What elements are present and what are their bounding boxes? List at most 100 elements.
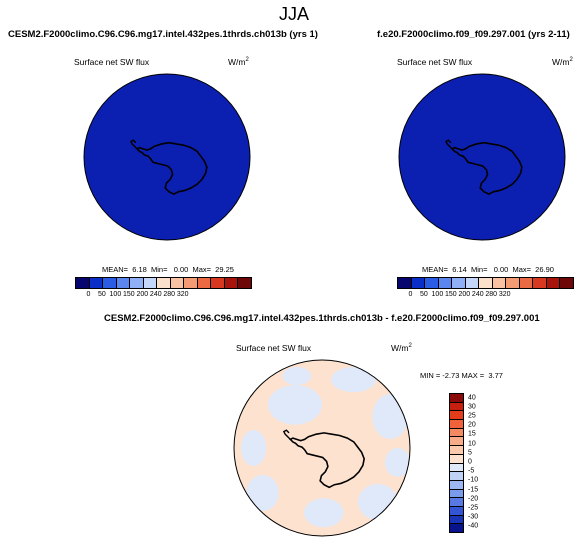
colorbar-tick-label: 200: [136, 291, 149, 298]
colorbar-swatch: [452, 278, 466, 288]
diff-colorbar-swatch: [450, 411, 463, 421]
diff-colorbar-swatch: [450, 480, 463, 490]
diff-colorbar-tick-label: 15: [468, 430, 476, 438]
map-patch: [304, 498, 344, 528]
panel1-variable: Surface net SW flux: [74, 57, 150, 67]
map-border: [398, 73, 566, 241]
antarctica-coastline: [450, 141, 523, 196]
map-patch: [241, 430, 267, 466]
diff-colorbar-tick-label: 5: [468, 449, 472, 457]
map-patch: [268, 385, 322, 425]
map-fill: [84, 74, 250, 240]
diff-colorbar: [449, 393, 464, 533]
diff-colorbar-swatch: [450, 506, 463, 516]
colorbar-tick-label: 280: [485, 291, 498, 298]
antarctica-coastline: [288, 432, 366, 489]
map-patch: [385, 448, 410, 477]
diff-colorbar-tick-label: -15: [468, 486, 479, 494]
diff-colorbar-swatch: [450, 454, 463, 464]
diff-colorbar-swatch: [450, 472, 463, 481]
diff-colorbar-swatch: [450, 498, 463, 507]
colorbar-tick-label: 50: [98, 291, 106, 298]
map-field: [84, 74, 250, 240]
colorbar-tick-label: 240: [149, 291, 162, 298]
panel1-stats: MEAN= 6.18 Min= 0.00 Max= 29.25: [102, 265, 234, 274]
colorbar-tick-label: 50: [420, 291, 428, 298]
colorbar-tick-label: 100: [431, 291, 444, 298]
coastline-group: [130, 139, 208, 196]
colorbar-swatch: [224, 278, 239, 288]
diff-colorbar-swatch: [450, 515, 463, 525]
diff-stats: MIN = -2.73 MAX = 3.77: [420, 371, 503, 380]
colorbar-swatch: [560, 278, 573, 288]
colorbar-tick-label: 240: [471, 291, 484, 298]
diff-map: [233, 359, 411, 537]
colorbar-swatch: [519, 278, 534, 288]
colorbar-swatch: [506, 278, 520, 288]
peninsula-coastline: [282, 429, 291, 440]
map-field: [399, 74, 565, 240]
diff-colorbar-swatch: [450, 446, 463, 455]
colorbar-swatch: [143, 278, 158, 288]
panel1-map: [83, 73, 251, 241]
diff-colorbar-tick-label: -10: [468, 476, 479, 484]
diff-colorbar-tick-label: 10: [468, 440, 476, 448]
colorbar-swatch: [157, 278, 171, 288]
colorbar-swatch: [479, 278, 493, 288]
colorbar-swatch: [425, 278, 439, 288]
diff-colorbar-swatch: [450, 394, 463, 403]
peninsula-coastline: [445, 139, 453, 150]
colorbar-swatch: [170, 278, 185, 288]
antarctica-coastline: [135, 141, 208, 196]
map-patch: [331, 367, 376, 393]
diff-colorbar-swatch: [450, 420, 463, 429]
diff-variable: Surface net SW flux: [236, 343, 312, 353]
colorbar-swatch: [533, 278, 547, 288]
colorbar-swatch: [130, 278, 144, 288]
diff-units: W/m2: [391, 343, 412, 353]
panel2-colorbar: [397, 277, 574, 289]
coastline-group: [282, 429, 366, 489]
colorbar-tick-label: 200: [458, 291, 471, 298]
colorbar-tick-label: 320: [176, 291, 189, 298]
diff-colorbar-tick-label: -40: [468, 522, 479, 530]
diff-colorbar-tick-label: 40: [468, 394, 476, 402]
colorbar-tick-label: 0: [408, 291, 413, 298]
peninsula-coastline: [130, 139, 138, 150]
panel2-units: W/m2: [552, 57, 573, 67]
colorbar-tick-label: 100: [109, 291, 122, 298]
map-patch: [372, 394, 409, 439]
panel1-colorbar: [75, 277, 252, 289]
colorbar-swatch: [492, 278, 507, 288]
panel1-units: W/m2: [228, 57, 249, 67]
map-border: [83, 73, 251, 241]
diff-colorbar-tick-label: 30: [468, 403, 476, 411]
diff-colorbar-tick-label: -5: [468, 467, 475, 475]
panel2-title: f.e20.F2000climo.f09_f09.297.001 (yrs 2-…: [377, 29, 570, 40]
season-title: JJA: [278, 4, 309, 24]
panel2-map: [398, 73, 566, 241]
colorbar-swatch: [89, 278, 104, 288]
map-border: [233, 359, 411, 537]
colorbar-swatch: [184, 278, 198, 288]
panel1-title: CESM2.F2000climo.C96.C96.mg17.intel.432p…: [8, 29, 318, 40]
colorbar-swatch: [465, 278, 480, 288]
map-field: [234, 360, 410, 536]
colorbar-swatch: [398, 278, 412, 288]
colorbar-tick-label: 280: [163, 291, 176, 298]
colorbar-swatch: [211, 278, 225, 288]
diff-colorbar-swatch: [450, 489, 463, 499]
colorbar-tick-label: 320: [498, 291, 511, 298]
diff-colorbar-swatch: [450, 463, 463, 473]
diff-colorbar-swatch: [450, 428, 463, 438]
panel2-stats: MEAN= 6.14 Min= 0.00 Max= 26.90: [422, 265, 554, 274]
diff-colorbar-tick-label: -30: [468, 513, 479, 521]
colorbar-swatch: [438, 278, 453, 288]
diff-colorbar-swatch: [450, 524, 463, 532]
diff-title: CESM2.F2000climo.C96.C96.mg17.intel.432p…: [104, 313, 540, 324]
diff-colorbar-tick-label: 25: [468, 412, 476, 420]
colorbar-swatch: [238, 278, 251, 288]
colorbar-swatch: [546, 278, 561, 288]
colorbar-swatch: [76, 278, 90, 288]
colorbar-tick-label: 150: [445, 291, 457, 298]
